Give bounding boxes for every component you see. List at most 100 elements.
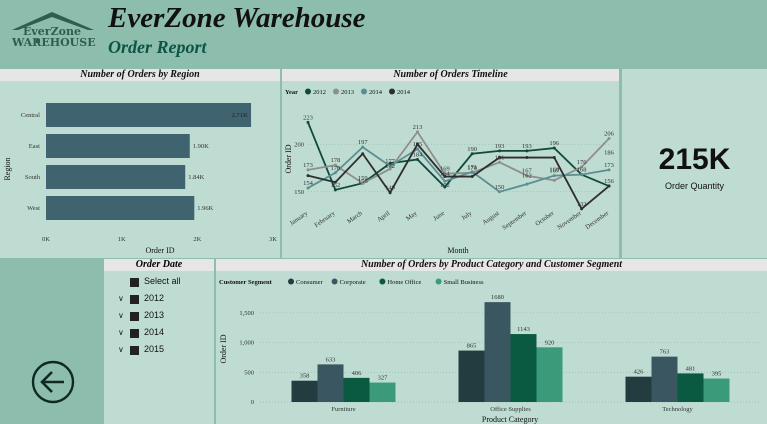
series-point xyxy=(306,174,310,178)
y-tick-label: 200 xyxy=(294,141,304,148)
legend-label: Consumer xyxy=(296,279,324,286)
slicer-checkbox[interactable] xyxy=(130,295,139,304)
region-category-label: Central xyxy=(21,112,40,119)
series-point xyxy=(525,182,529,186)
series-point xyxy=(388,164,392,168)
y-tick-label: 500 xyxy=(244,369,254,376)
legend-marker xyxy=(331,278,338,285)
slicer-checkbox[interactable] xyxy=(130,346,139,355)
point-data-label: 172 xyxy=(385,163,395,170)
chevron-down-icon[interactable]: ∨ xyxy=(118,294,124,303)
kpi-label: Order Quantity xyxy=(664,181,725,191)
category-data-label: 481 xyxy=(686,365,696,372)
slicer-item-label: 2014 xyxy=(144,327,165,337)
slicer-item[interactable]: ∨ 2012 xyxy=(116,292,206,308)
back-button[interactable] xyxy=(31,360,75,404)
x-tick-label: February xyxy=(313,209,337,229)
category-bar xyxy=(625,376,652,402)
slicer-checkbox[interactable] xyxy=(130,329,139,338)
slicer-checkbox[interactable] xyxy=(130,312,139,321)
region-data-label: 1.84K xyxy=(188,174,204,181)
point-data-label: 168 xyxy=(549,167,559,174)
series-point xyxy=(443,185,447,189)
legend-label: Corporate xyxy=(340,279,366,286)
legend-title: Customer Segment xyxy=(219,279,273,286)
x-tick-label: 0K xyxy=(42,236,50,243)
legend-marker xyxy=(305,88,311,95)
series-point xyxy=(361,181,365,185)
series-point xyxy=(607,168,611,172)
region-data-label: 2.71K xyxy=(232,112,248,119)
legend-marker xyxy=(435,278,442,285)
chevron-down-icon[interactable]: ∨ xyxy=(118,311,124,320)
legend-label: Home Office xyxy=(387,279,421,286)
point-data-label: 170 xyxy=(330,165,340,172)
series-point xyxy=(333,163,337,167)
category-data-label: 406 xyxy=(352,370,363,377)
x-tick-label: Furniture xyxy=(331,406,355,413)
slicer-item[interactable]: Select all xyxy=(116,275,206,291)
chevron-down-icon[interactable]: ∨ xyxy=(118,345,124,354)
slicer-item[interactable]: ∨ 2013 xyxy=(116,309,206,325)
x-tick-label: 2K xyxy=(193,236,201,243)
series-point xyxy=(498,156,502,160)
series-point xyxy=(388,191,392,195)
point-data-label: 193 xyxy=(522,143,532,150)
series-point xyxy=(552,156,556,160)
x-tick-label: May xyxy=(405,209,419,222)
legend-marker xyxy=(288,278,294,285)
series-point xyxy=(333,180,337,184)
page-title: EverZone Warehouse xyxy=(108,2,366,34)
chevron-down-icon[interactable]: ∨ xyxy=(118,328,124,337)
region-category-label: West xyxy=(27,205,40,212)
slicer-item[interactable]: ∨ 2015 xyxy=(116,343,206,359)
series-line xyxy=(307,130,610,185)
slicer-item[interactable]: ∨ 2014 xyxy=(116,326,206,342)
x-axis-title: Month xyxy=(447,246,468,255)
point-data-label: 223 xyxy=(303,114,313,121)
legend-marker xyxy=(379,278,386,285)
x-tick-label: 1K xyxy=(118,236,126,243)
y-tick-label: 1,000 xyxy=(239,340,254,347)
logo: EverZone WAREHOUSE xyxy=(6,6,101,61)
header: EverZone WAREHOUSE EverZone Warehouse Or… xyxy=(0,0,767,68)
series-point xyxy=(361,152,365,156)
category-data-label: 1680 xyxy=(491,294,504,301)
region-data-label: 1.96K xyxy=(197,205,213,212)
point-data-label: 149 xyxy=(385,185,395,192)
x-tick-label: March xyxy=(346,209,365,225)
point-data-label: 169 xyxy=(440,166,450,173)
series-point xyxy=(552,146,556,150)
series-point xyxy=(552,174,556,178)
x-axis-title: Order ID xyxy=(145,246,174,255)
x-tick-label: December xyxy=(584,209,611,231)
category-data-label: 865 xyxy=(467,343,477,350)
legend-label: 2014 xyxy=(397,89,411,96)
category-data-label: 426 xyxy=(634,369,645,376)
kpi-card: 215K Order Quantity xyxy=(622,69,767,258)
region-chart: 0K 1K 2K 3K Central 2.71K East 1.90K South 1.84K W… xyxy=(3,103,277,255)
point-data-label: 195 xyxy=(413,141,423,148)
x-tick-label: Office Supplies xyxy=(490,406,531,413)
x-axis-title: Product Category xyxy=(482,415,538,424)
slicer-item-label: Select all xyxy=(144,276,181,286)
x-tick-label: Technology xyxy=(662,406,693,413)
y-axis-title: Region xyxy=(3,157,12,180)
series-point xyxy=(306,168,310,172)
category-bar xyxy=(703,378,730,402)
x-tick-label: April xyxy=(376,210,391,224)
series-point xyxy=(470,152,474,156)
page-subtitle: Order Report xyxy=(108,37,207,57)
series-point xyxy=(388,161,392,165)
category-data-label: 395 xyxy=(712,371,722,378)
legend-title: Year xyxy=(285,89,298,96)
series-point xyxy=(415,157,419,161)
region-bar xyxy=(46,196,195,220)
slicer-checkbox[interactable] xyxy=(130,278,139,287)
category-data-label: 327 xyxy=(378,375,389,382)
arrow-left-icon xyxy=(31,360,75,404)
category-bar xyxy=(510,334,537,402)
series-point xyxy=(580,207,584,211)
series-point xyxy=(388,167,392,171)
category-bar xyxy=(317,364,344,402)
